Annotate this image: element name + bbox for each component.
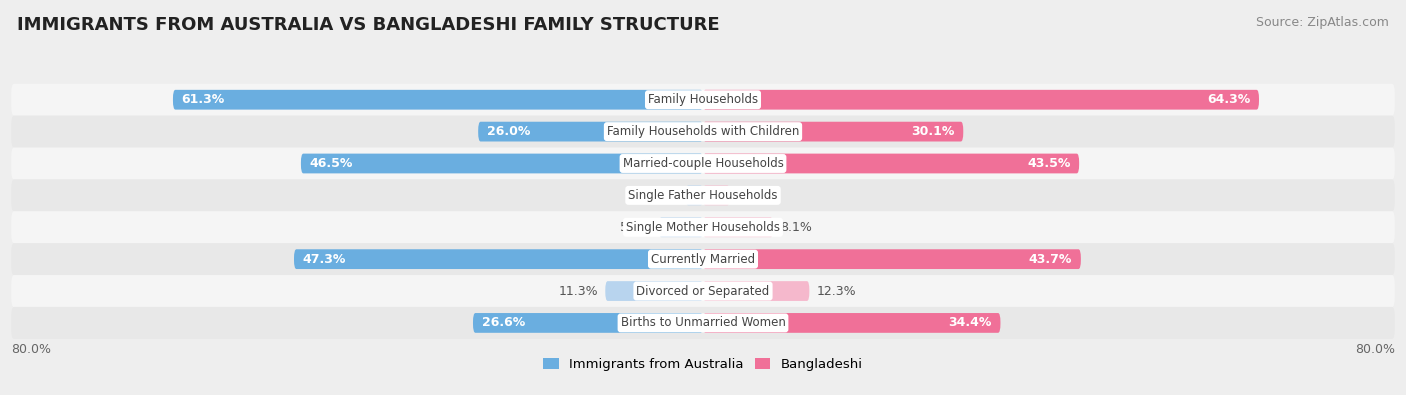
Text: 34.4%: 34.4% bbox=[949, 316, 991, 329]
Text: 30.1%: 30.1% bbox=[911, 125, 955, 138]
FancyBboxPatch shape bbox=[478, 122, 703, 141]
Text: Single Mother Households: Single Mother Households bbox=[626, 221, 780, 234]
FancyBboxPatch shape bbox=[11, 307, 1395, 339]
Text: Source: ZipAtlas.com: Source: ZipAtlas.com bbox=[1256, 16, 1389, 29]
Text: 80.0%: 80.0% bbox=[11, 343, 51, 356]
Text: 26.0%: 26.0% bbox=[486, 125, 530, 138]
FancyBboxPatch shape bbox=[703, 154, 1080, 173]
FancyBboxPatch shape bbox=[294, 249, 703, 269]
FancyBboxPatch shape bbox=[301, 154, 703, 173]
Text: Currently Married: Currently Married bbox=[651, 253, 755, 266]
FancyBboxPatch shape bbox=[703, 313, 1001, 333]
Text: 26.6%: 26.6% bbox=[482, 316, 524, 329]
FancyBboxPatch shape bbox=[686, 186, 703, 205]
Text: 3.1%: 3.1% bbox=[737, 189, 769, 202]
Text: 11.3%: 11.3% bbox=[558, 284, 599, 297]
Text: 43.5%: 43.5% bbox=[1028, 157, 1070, 170]
Text: Family Households: Family Households bbox=[648, 93, 758, 106]
FancyBboxPatch shape bbox=[11, 275, 1395, 307]
FancyBboxPatch shape bbox=[703, 186, 730, 205]
FancyBboxPatch shape bbox=[703, 281, 810, 301]
Text: 12.3%: 12.3% bbox=[817, 284, 856, 297]
Text: 64.3%: 64.3% bbox=[1208, 93, 1250, 106]
Text: Single Father Households: Single Father Households bbox=[628, 189, 778, 202]
Text: 80.0%: 80.0% bbox=[1355, 343, 1395, 356]
Text: IMMIGRANTS FROM AUSTRALIA VS BANGLADESHI FAMILY STRUCTURE: IMMIGRANTS FROM AUSTRALIA VS BANGLADESHI… bbox=[17, 16, 720, 34]
Text: Married-couple Households: Married-couple Households bbox=[623, 157, 783, 170]
Text: 5.1%: 5.1% bbox=[620, 221, 652, 234]
Text: 43.7%: 43.7% bbox=[1029, 253, 1073, 266]
FancyBboxPatch shape bbox=[11, 116, 1395, 148]
Legend: Immigrants from Australia, Bangladeshi: Immigrants from Australia, Bangladeshi bbox=[538, 353, 868, 377]
Text: 47.3%: 47.3% bbox=[302, 253, 346, 266]
FancyBboxPatch shape bbox=[703, 122, 963, 141]
FancyBboxPatch shape bbox=[173, 90, 703, 109]
FancyBboxPatch shape bbox=[606, 281, 703, 301]
Text: 2.0%: 2.0% bbox=[647, 189, 679, 202]
FancyBboxPatch shape bbox=[11, 211, 1395, 243]
Text: Births to Unmarried Women: Births to Unmarried Women bbox=[620, 316, 786, 329]
Text: 61.3%: 61.3% bbox=[181, 93, 225, 106]
FancyBboxPatch shape bbox=[11, 243, 1395, 275]
Text: 8.1%: 8.1% bbox=[780, 221, 811, 234]
Text: 46.5%: 46.5% bbox=[309, 157, 353, 170]
FancyBboxPatch shape bbox=[703, 217, 773, 237]
FancyBboxPatch shape bbox=[11, 148, 1395, 179]
Text: Family Households with Children: Family Households with Children bbox=[607, 125, 799, 138]
FancyBboxPatch shape bbox=[11, 84, 1395, 116]
FancyBboxPatch shape bbox=[472, 313, 703, 333]
FancyBboxPatch shape bbox=[659, 217, 703, 237]
Text: Divorced or Separated: Divorced or Separated bbox=[637, 284, 769, 297]
FancyBboxPatch shape bbox=[703, 249, 1081, 269]
FancyBboxPatch shape bbox=[703, 90, 1258, 109]
FancyBboxPatch shape bbox=[11, 179, 1395, 211]
